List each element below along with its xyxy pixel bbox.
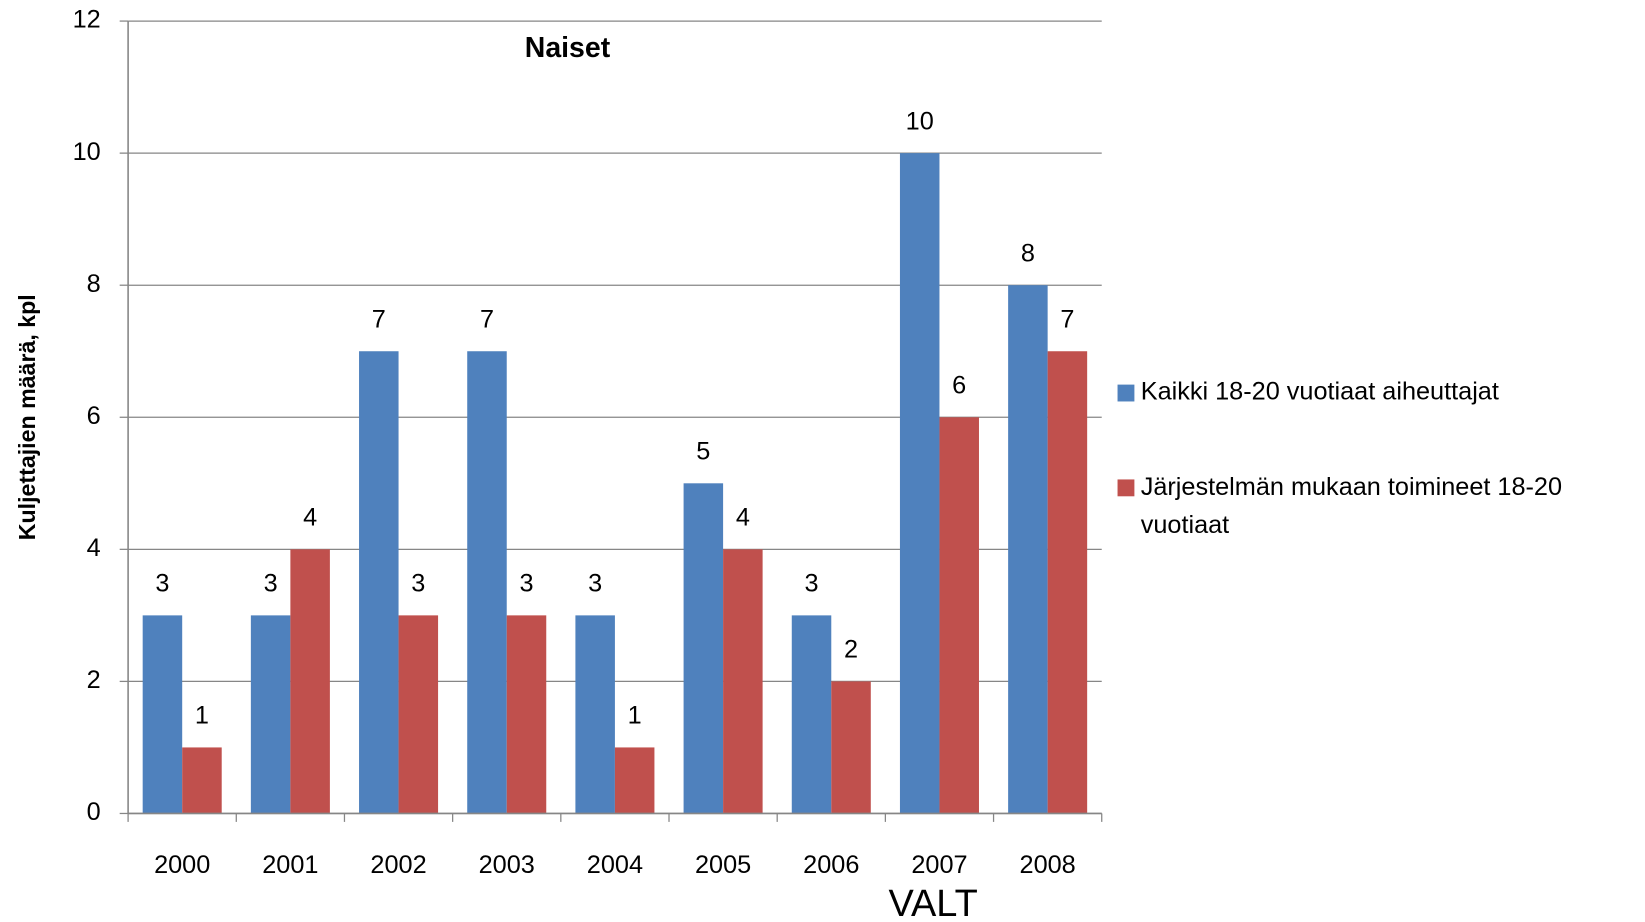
data-label: 7: [480, 305, 494, 333]
bar: [1008, 285, 1048, 814]
x-tick-label: 2008: [1020, 851, 1076, 879]
data-label: 6: [952, 371, 966, 399]
y-tick-label: 12: [73, 6, 101, 34]
bar: [791, 615, 832, 814]
bar: [899, 153, 940, 814]
data-label: 8: [1021, 239, 1035, 267]
legend-label: Järjestelmän mukaan toimineet 18-20 vuot…: [1141, 473, 1569, 539]
x-tick-label: 2000: [154, 851, 210, 879]
data-label: 4: [303, 503, 317, 531]
data-label: 2: [844, 636, 858, 664]
y-tick-label: 0: [87, 798, 101, 826]
legend-swatch: [1117, 479, 1135, 497]
data-label: 10: [906, 107, 934, 135]
data-label: 5: [696, 437, 710, 465]
bar: [290, 549, 330, 814]
y-tick-label: 4: [87, 534, 101, 562]
bar: [614, 747, 655, 814]
bar: [723, 549, 763, 814]
data-label: 3: [155, 569, 169, 597]
bar: [506, 615, 547, 814]
x-tick-label: 2003: [479, 851, 535, 879]
x-tick-label: 2007: [911, 851, 967, 879]
legend-swatch: [1117, 384, 1135, 402]
legend-label: Kaikki 18-20 vuotiaat aiheuttajat: [1141, 378, 1499, 406]
x-tick-label: 2005: [695, 851, 751, 879]
data-label: 7: [372, 305, 386, 333]
x-tick-label: 2001: [262, 851, 318, 879]
data-label: 3: [264, 569, 278, 597]
x-tick-label: 2006: [803, 851, 859, 879]
y-tick-label: 8: [87, 270, 101, 298]
x-tick-label: 2004: [587, 851, 643, 879]
bar: [142, 615, 183, 814]
data-label: 3: [804, 569, 818, 597]
bar: [250, 615, 291, 814]
bar: [182, 747, 222, 814]
bar: [359, 351, 399, 814]
chart-title: Naiset: [525, 32, 611, 64]
bar: [831, 681, 871, 814]
data-label: 7: [1060, 305, 1074, 333]
bar: [575, 615, 615, 814]
data-label: 3: [588, 569, 602, 597]
data-label: 4: [736, 503, 750, 531]
y-tick-label: 10: [73, 138, 101, 166]
bar: [939, 417, 979, 814]
bar: [467, 351, 507, 814]
bar: [683, 483, 724, 814]
data-label: 1: [195, 702, 209, 730]
data-label: 3: [519, 569, 533, 597]
x-tick-label: 2002: [370, 851, 426, 879]
bar: [1047, 351, 1088, 814]
data-label: 1: [628, 702, 642, 730]
y-axis-label: Kuljettajien määrä, kpl: [14, 294, 40, 540]
data-label: 3: [411, 569, 425, 597]
bar: [398, 615, 439, 814]
y-tick-label: 2: [87, 666, 101, 694]
annotation: VALT: [889, 883, 978, 922]
y-tick-label: 6: [87, 402, 101, 430]
